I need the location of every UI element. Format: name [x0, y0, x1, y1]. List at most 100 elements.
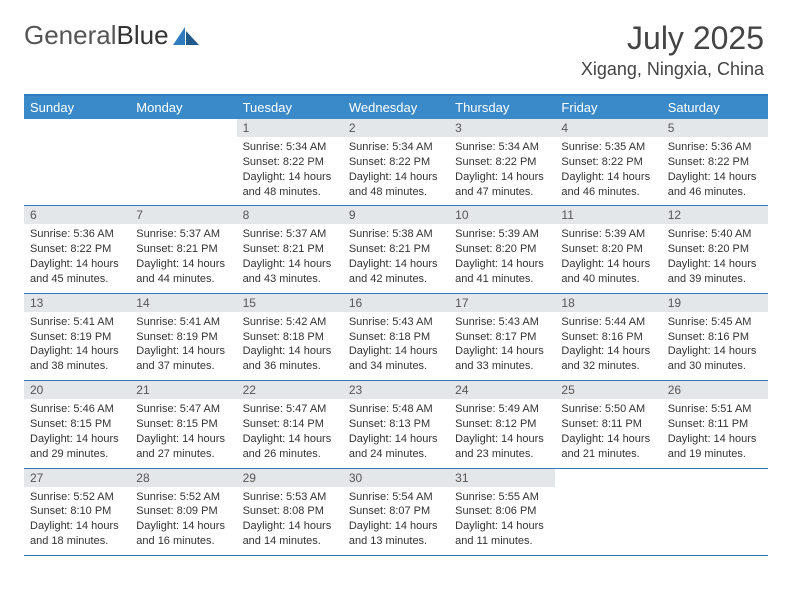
day-body: Sunrise: 5:53 AMSunset: 8:08 PMDaylight:… [237, 487, 343, 555]
day-line: Sunrise: 5:55 AM [455, 490, 549, 505]
day-number: 25 [555, 381, 661, 399]
day-body: Sunrise: 5:42 AMSunset: 8:18 PMDaylight:… [237, 312, 343, 380]
day-line: Sunrise: 5:34 AM [349, 140, 443, 155]
week-row: 27Sunrise: 5:52 AMSunset: 8:10 PMDayligh… [24, 469, 768, 556]
day-line: Sunrise: 5:52 AM [30, 490, 124, 505]
day-number [24, 119, 130, 137]
day-line: Sunset: 8:20 PM [561, 242, 655, 257]
day-cell: 27Sunrise: 5:52 AMSunset: 8:10 PMDayligh… [24, 469, 130, 555]
day-number: 30 [343, 469, 449, 487]
day-number: 1 [237, 119, 343, 137]
day-number: 11 [555, 206, 661, 224]
day-body: Sunrise: 5:36 AMSunset: 8:22 PMDaylight:… [24, 224, 130, 292]
day-cell: 2Sunrise: 5:34 AMSunset: 8:22 PMDaylight… [343, 119, 449, 205]
day-body: Sunrise: 5:55 AMSunset: 8:06 PMDaylight:… [449, 487, 555, 555]
location: Xigang, Ningxia, China [581, 59, 764, 80]
day-body [662, 487, 768, 496]
day-line: Sunrise: 5:44 AM [561, 315, 655, 330]
dayhead: Tuesday [237, 96, 343, 119]
day-line: Sunset: 8:18 PM [349, 330, 443, 345]
day-line: Sunrise: 5:52 AM [136, 490, 230, 505]
day-number: 14 [130, 294, 236, 312]
day-cell: 13Sunrise: 5:41 AMSunset: 8:19 PMDayligh… [24, 294, 130, 380]
day-number: 26 [662, 381, 768, 399]
day-line: Sunrise: 5:48 AM [349, 402, 443, 417]
week-row: 6Sunrise: 5:36 AMSunset: 8:22 PMDaylight… [24, 206, 768, 293]
day-number: 10 [449, 206, 555, 224]
day-cell: 25Sunrise: 5:50 AMSunset: 8:11 PMDayligh… [555, 381, 661, 467]
dayhead: Friday [555, 96, 661, 119]
day-line: Sunset: 8:13 PM [349, 417, 443, 432]
day-cell: 1Sunrise: 5:34 AMSunset: 8:22 PMDaylight… [237, 119, 343, 205]
day-line: Daylight: 14 hours and 30 minutes. [668, 344, 762, 374]
day-line: Daylight: 14 hours and 14 minutes. [243, 519, 337, 549]
week-row: 20Sunrise: 5:46 AMSunset: 8:15 PMDayligh… [24, 381, 768, 468]
day-number: 9 [343, 206, 449, 224]
day-line: Sunset: 8:19 PM [136, 330, 230, 345]
logo-text-1: General [24, 20, 117, 50]
day-body: Sunrise: 5:34 AMSunset: 8:22 PMDaylight:… [343, 137, 449, 205]
day-line: Sunset: 8:20 PM [455, 242, 549, 257]
day-cell: 19Sunrise: 5:45 AMSunset: 8:16 PMDayligh… [662, 294, 768, 380]
dayhead: Wednesday [343, 96, 449, 119]
day-number [662, 469, 768, 487]
day-line: Sunset: 8:11 PM [668, 417, 762, 432]
day-line: Daylight: 14 hours and 39 minutes. [668, 257, 762, 287]
title-block: July 2025 Xigang, Ningxia, China [581, 20, 764, 80]
day-line: Sunrise: 5:43 AM [349, 315, 443, 330]
day-body: Sunrise: 5:43 AMSunset: 8:18 PMDaylight:… [343, 312, 449, 380]
day-cell: 18Sunrise: 5:44 AMSunset: 8:16 PMDayligh… [555, 294, 661, 380]
day-cell: 7Sunrise: 5:37 AMSunset: 8:21 PMDaylight… [130, 206, 236, 292]
day-number: 18 [555, 294, 661, 312]
day-line: Sunset: 8:16 PM [668, 330, 762, 345]
day-line: Sunrise: 5:37 AM [136, 227, 230, 242]
day-body [24, 137, 130, 146]
day-line: Sunset: 8:09 PM [136, 504, 230, 519]
week-row: 1Sunrise: 5:34 AMSunset: 8:22 PMDaylight… [24, 119, 768, 206]
day-body: Sunrise: 5:36 AMSunset: 8:22 PMDaylight:… [662, 137, 768, 205]
logo: GeneralBlue [24, 20, 199, 51]
day-number: 19 [662, 294, 768, 312]
day-body [555, 487, 661, 496]
day-line: Sunset: 8:06 PM [455, 504, 549, 519]
day-body: Sunrise: 5:54 AMSunset: 8:07 PMDaylight:… [343, 487, 449, 555]
day-number: 23 [343, 381, 449, 399]
day-line: Daylight: 14 hours and 21 minutes. [561, 432, 655, 462]
day-cell: 14 Sunrise: 5:41 AMSunset: 8:19 PMDayligh… [130, 294, 236, 380]
day-line: Sunrise: 5:35 AM [561, 140, 655, 155]
day-line: Sunset: 8:21 PM [349, 242, 443, 257]
day-line: Daylight: 14 hours and 44 minutes. [136, 257, 230, 287]
day-line: Sunrise: 5:41 AM [136, 315, 230, 330]
day-line: Sunrise: 5:39 AM [561, 227, 655, 242]
day-number: 3 [449, 119, 555, 137]
day-line: Daylight: 14 hours and 16 minutes. [136, 519, 230, 549]
day-number: 20 [24, 381, 130, 399]
logo-text-2: Blue [117, 20, 169, 50]
day-number [130, 119, 236, 137]
day-body: Sunrise: 5:48 AMSunset: 8:13 PMDaylight:… [343, 399, 449, 467]
day-cell: 12Sunrise: 5:40 AMSunset: 8:20 PMDayligh… [662, 206, 768, 292]
day-line: Daylight: 14 hours and 37 minutes. [136, 344, 230, 374]
day-line: Daylight: 14 hours and 34 minutes. [349, 344, 443, 374]
day-cell: 8Sunrise: 5:37 AMSunset: 8:21 PMDaylight… [237, 206, 343, 292]
day-line: Daylight: 14 hours and 47 minutes. [455, 170, 549, 200]
day-line: Daylight: 14 hours and 18 minutes. [30, 519, 124, 549]
day-body: Sunrise: 5:50 AMSunset: 8:11 PMDaylight:… [555, 399, 661, 467]
day-body: Sunrise: 5:52 AMSunset: 8:09 PMDaylight:… [130, 487, 236, 555]
day-number: 16 [343, 294, 449, 312]
day-line: Daylight: 14 hours and 38 minutes. [30, 344, 124, 374]
day-line: Sunset: 8:11 PM [561, 417, 655, 432]
dayhead: Sunday [24, 96, 130, 119]
day-line: Sunset: 8:12 PM [455, 417, 549, 432]
calendar: SundayMondayTuesdayWednesdayThursdayFrid… [24, 94, 768, 556]
day-line: Sunset: 8:07 PM [349, 504, 443, 519]
day-line: Sunset: 8:15 PM [30, 417, 124, 432]
day-line: Sunrise: 5:38 AM [349, 227, 443, 242]
day-cell: 24Sunrise: 5:49 AMSunset: 8:12 PMDayligh… [449, 381, 555, 467]
day-number: 15 [237, 294, 343, 312]
day-line: Sunset: 8:22 PM [561, 155, 655, 170]
day-body: Sunrise: 5:37 AMSunset: 8:21 PMDaylight:… [237, 224, 343, 292]
month-title: July 2025 [581, 20, 764, 57]
weeks-container: 1Sunrise: 5:34 AMSunset: 8:22 PMDaylight… [24, 119, 768, 556]
day-line: Sunset: 8:15 PM [136, 417, 230, 432]
